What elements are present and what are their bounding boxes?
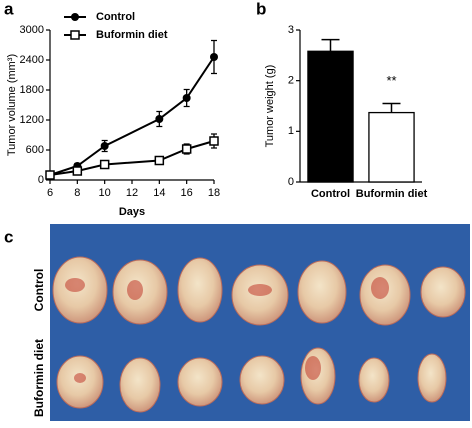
x-tick-label: 16 (181, 187, 193, 199)
y-axis-label: Tumor volume (mm³) (6, 54, 18, 156)
y-tick-label: 1 (288, 125, 294, 137)
marker (45, 170, 55, 180)
marker (70, 30, 80, 40)
row-label: Control (32, 269, 46, 312)
y-tick-label: 2400 (20, 54, 44, 66)
x-tick-label: Control (311, 188, 350, 200)
marker (155, 115, 164, 123)
marker (181, 144, 192, 154)
tumor-blood (65, 277, 389, 383)
error-bar (382, 102, 401, 113)
y-tick-label: 1200 (20, 114, 44, 126)
y-tick-label: 600 (26, 144, 44, 156)
marker (182, 94, 191, 102)
series-line (49, 56, 215, 176)
panel-label: a (4, 0, 14, 18)
marker (99, 159, 110, 170)
x-tick-label: Buformin diet (356, 188, 428, 200)
x-axis-label: Days (119, 206, 145, 218)
bar (368, 111, 415, 183)
bar (307, 50, 354, 183)
panel-label: c (4, 227, 13, 246)
x-tick-label: 10 (99, 187, 111, 199)
y-tick-label: 1800 (20, 84, 44, 96)
marker (71, 13, 79, 21)
row-label: Buformin diet (32, 339, 46, 417)
panel-label: b (256, 0, 266, 18)
error-bar (321, 38, 340, 52)
x-tick-label: 12 (126, 187, 138, 199)
legend-label: Control (96, 11, 135, 23)
x-tick-label: 8 (74, 187, 80, 199)
marker (209, 136, 219, 146)
marker (154, 155, 165, 166)
y-tick-label: 3000 (20, 24, 44, 36)
photo (50, 224, 470, 421)
x-tick-label: 18 (208, 187, 220, 199)
tumors (52, 256, 466, 413)
y-tick-label: 2 (288, 75, 294, 87)
annotation: ** (386, 73, 396, 88)
y-axis-label: Tumor weight (g) (264, 65, 276, 148)
marker (210, 53, 218, 61)
y-tick-label: 0 (38, 174, 44, 186)
legend-label: Buformin diet (96, 29, 168, 41)
y-tick-label: 0 (288, 176, 294, 188)
x-tick-label: 6 (47, 187, 53, 199)
marker (100, 142, 109, 150)
y-tick-label: 3 (288, 24, 294, 36)
x-tick-label: 14 (153, 187, 165, 199)
marker (72, 166, 83, 176)
